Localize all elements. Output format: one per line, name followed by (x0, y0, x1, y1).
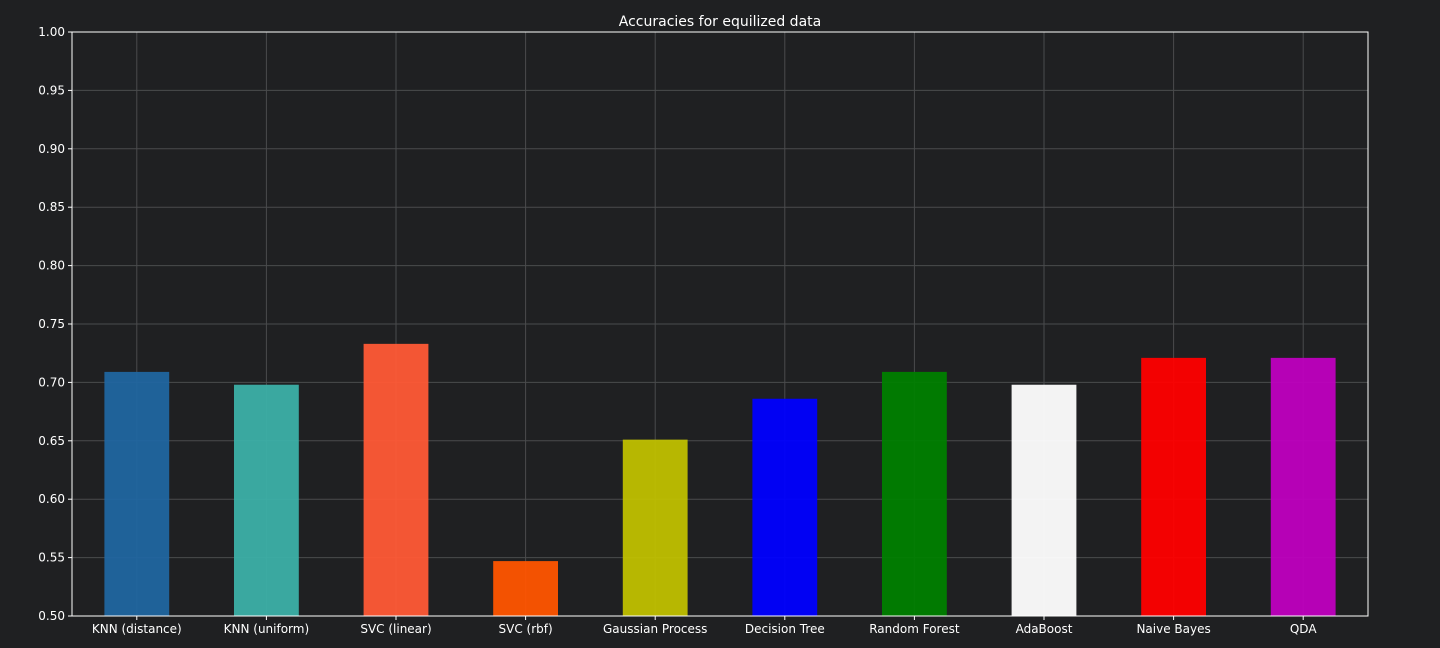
y-tick-label: 0.55 (38, 551, 65, 565)
y-tick-label: 0.95 (38, 83, 65, 97)
bar-svc-rbf (493, 561, 558, 616)
x-tick-label: Naive Bayes (1136, 622, 1210, 636)
bar-decision-tree (752, 398, 818, 616)
bars (104, 343, 1336, 616)
x-tick-label: QDA (1290, 622, 1317, 636)
bar-random-forest (882, 371, 947, 616)
y-tick-label: 0.90 (38, 142, 65, 156)
x-tick-label: SVC (rbf) (499, 622, 553, 636)
x-tick-label: AdaBoost (1016, 622, 1073, 636)
bar-gaussian-process (622, 439, 688, 616)
chart-title: Accuracies for equilized data (619, 14, 821, 30)
bar-naive-bayes (1141, 357, 1206, 616)
y-tick-label: 0.80 (38, 259, 65, 273)
bar-knn-uniform (234, 384, 299, 616)
x-tick-label: KNN (distance) (92, 622, 182, 636)
x-tick-label: KNN (uniform) (224, 622, 310, 636)
x-tick-label: Random Forest (869, 622, 960, 636)
y-tick-label: 1.00 (38, 25, 65, 39)
y-tick-label: 0.65 (38, 434, 65, 448)
bar-adaboost (1011, 384, 1077, 616)
bar-knn-distance (104, 371, 170, 616)
x-tick-label: Gaussian Process (603, 622, 707, 636)
bar-qda (1270, 357, 1336, 616)
y-tick-label: 0.75 (38, 317, 65, 331)
y-axis-ticks: 0.50 0.55 0.60 0.65 0.70 0.75 0.80 0.85 0.90 0.95… (38, 25, 72, 623)
x-axis-ticks: KNN (distance) KNN (uniform) SVC (linear) S… (92, 616, 1317, 636)
y-tick-label: 0.70 (38, 375, 65, 389)
y-tick-label: 0.60 (38, 492, 65, 506)
x-tick-label: Decision Tree (745, 622, 825, 636)
y-tick-label: 0.85 (38, 200, 65, 214)
y-tick-label: 0.50 (38, 609, 65, 623)
bar-svc-linear (363, 343, 429, 616)
x-tick-label: SVC (linear) (360, 622, 431, 636)
